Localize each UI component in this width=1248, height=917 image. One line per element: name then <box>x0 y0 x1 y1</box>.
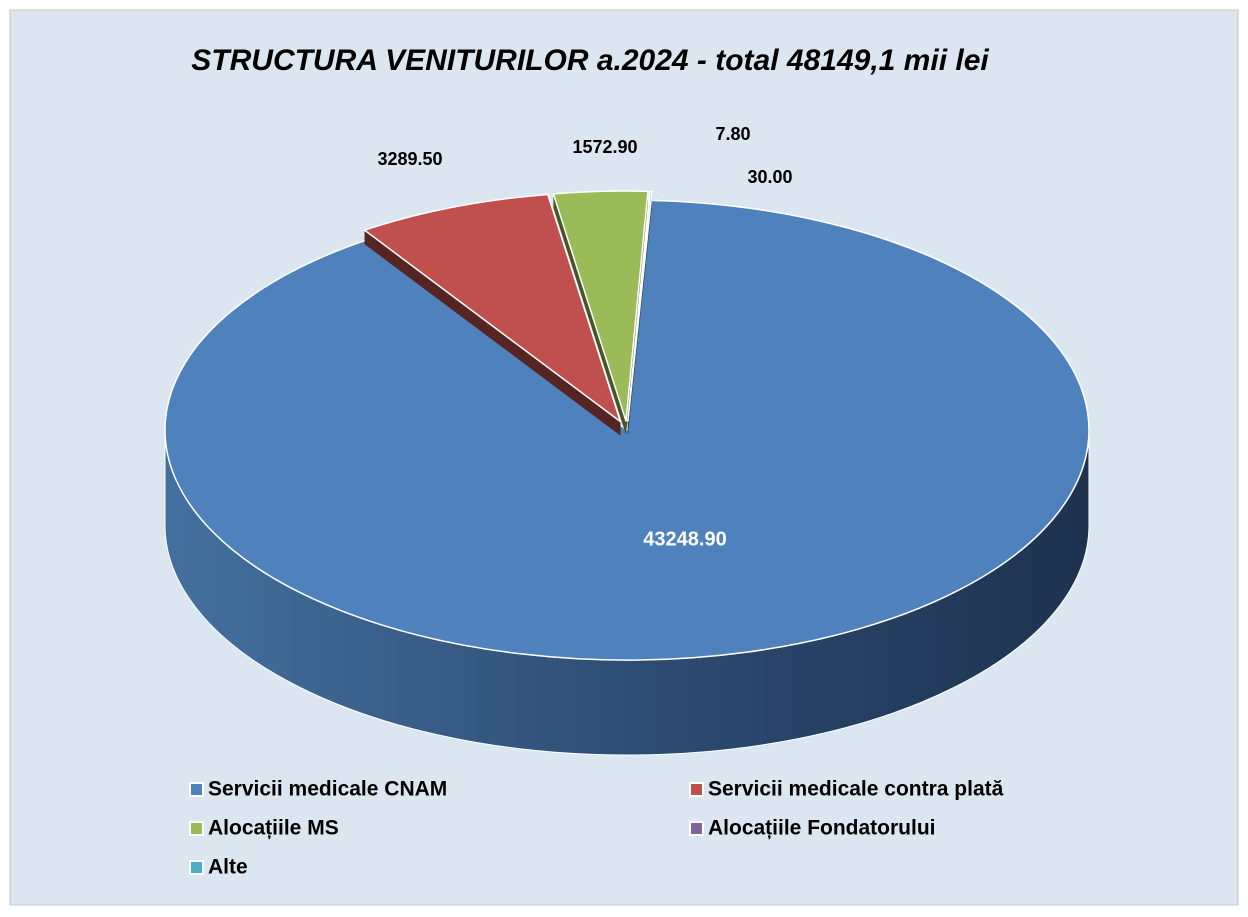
slice-wall <box>364 230 621 436</box>
legend-label: Servicii medicale CNAM <box>208 778 447 801</box>
data-label: 30.00 <box>747 167 792 187</box>
legend-label: Alte <box>208 856 248 879</box>
data-label: 43248.90 <box>643 528 726 550</box>
legend-swatch <box>189 821 204 836</box>
legend-swatch <box>189 782 204 797</box>
pie-slice <box>164 199 1090 661</box>
legend-label: Alocațiile MS <box>208 817 339 840</box>
legend-swatch <box>689 782 704 797</box>
data-label: 3289.50 <box>377 149 442 169</box>
legend-label: Alocațiile Fondatorului <box>708 817 936 840</box>
data-label: 1572.90 <box>572 137 637 157</box>
legend-label: Servicii medicale contra plată <box>708 778 1004 801</box>
data-label: 7.80 <box>715 124 750 144</box>
slice-wall <box>553 193 627 436</box>
chart-title: STRUCTURA VENITURILOR a.2024 - total 481… <box>191 44 989 77</box>
pie-slice <box>552 190 649 422</box>
pie-slice <box>627 190 653 422</box>
legend-swatch <box>189 860 204 875</box>
pie-slice <box>363 193 622 423</box>
legend-swatch <box>689 821 704 836</box>
